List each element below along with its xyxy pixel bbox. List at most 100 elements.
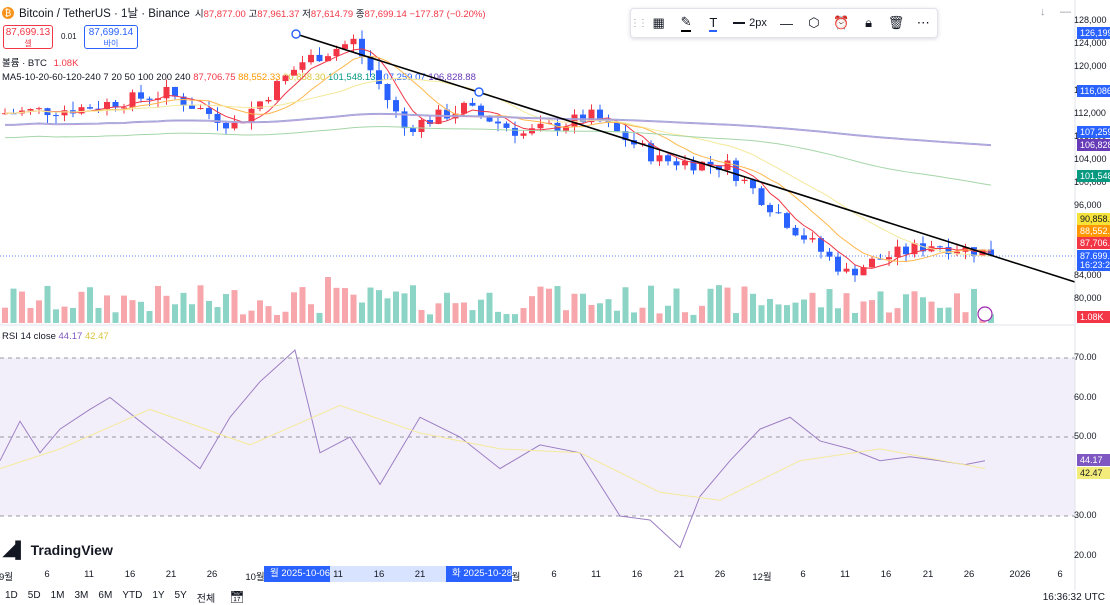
candle-body [61,110,68,116]
timeframe-button[interactable]: 1D [5,589,18,601]
timeframe-button[interactable]: 6M [98,589,113,601]
ma-value-2: 88,552.33 [238,72,281,83]
candle-body [291,69,297,76]
ma-value-5: 107,259.07 [378,72,426,83]
volume-bar [809,292,816,323]
volume-bar [291,292,297,323]
volume-bar [189,304,195,323]
price-tick: 84,000 [1074,269,1102,280]
candle-body [682,160,688,166]
collapse-icon[interactable]: ↓ [1040,6,1046,18]
time-tick: 16 [880,569,892,580]
time-tick: 6 [800,569,806,580]
rsi-tick: 70.00 [1074,352,1097,362]
volume-bar [435,303,442,323]
volume-bar [520,308,527,323]
sell-button[interactable]: 87,699.13 셀 [3,25,53,49]
candle-body [367,56,374,71]
timeframe-button[interactable]: 1Y [152,589,165,601]
price-tick: 128,000 [1074,15,1107,25]
volume-bar [614,310,620,323]
candle-body [206,108,212,114]
price-tick: 112,000 [1074,107,1106,118]
candle-body [180,96,187,106]
candle-body [87,107,93,109]
settings-icon[interactable]: ⬡ [808,15,820,30]
ma-label: MA5-10-20-60-120-240 [2,72,101,83]
volume-bar [61,306,68,323]
volume-bar [155,285,161,323]
candle-body [495,121,501,124]
candle-body [767,204,773,213]
time-tick: 11 [84,569,94,580]
alert-icon[interactable]: ⏰ [833,15,850,30]
time-tick: 21 [165,569,177,580]
volume-bar [376,290,382,323]
time-tick: 21 [922,569,934,580]
timeframe-button[interactable]: YTD [122,589,143,601]
symbol-title[interactable]: Bitcoin / TetherUS · 1날 · Binance [19,8,190,20]
volume-bar [716,285,722,323]
volume-bar [665,305,671,323]
volume-bar [656,313,663,323]
trash-icon[interactable]: 🗑︎ [887,15,905,30]
candle-body [308,54,314,63]
candle-body [486,115,493,122]
date-range-icon[interactable]: 📅︎ [229,590,245,604]
clock[interactable]: 16:36:32 UTC [1042,591,1105,603]
volume-bar [384,298,391,323]
volume-bar [197,285,204,323]
volume-bar [639,307,646,323]
low-value: 87,614.79 [310,9,354,20]
time-tick: 21 [414,569,426,580]
candle-body [563,126,569,131]
volume-bar [78,291,85,323]
volume-bar [231,290,238,323]
ohlc-readout: 시87,877.00 고87,961.37 저87,614.79 종87,699… [195,6,486,20]
minimize-icon[interactable]: — [1060,6,1071,18]
time-tick: 16 [373,569,385,580]
price-label: 16:23:27 [1077,259,1110,271]
volume-bar [444,292,450,323]
volume-bar [367,287,374,323]
line-color-icon[interactable]: ✎ [672,10,699,36]
sell-price: 87,699.13 [5,27,51,38]
text-color-icon[interactable]: T [709,14,718,32]
timeframe-button[interactable]: 3M [74,589,89,601]
candle-body [988,249,994,257]
candle-body [937,246,943,248]
timeframe-button[interactable]: 전체 [196,593,216,605]
rsi-tick: 60.00 [1074,391,1097,402]
rsi-ma-label: 42.47 [1077,467,1110,479]
candle-body [333,48,340,57]
buy-button[interactable]: 87,699.14 바이 [84,25,138,49]
time-tick: 26 [714,569,726,580]
ma-value-1: 87,706.75 [193,72,236,83]
tradingview-logo[interactable]: ◢▌ TradingView [3,540,113,560]
trendline [295,33,1076,283]
drag-handle-icon[interactable]: ⋮⋮ [630,17,648,29]
price-tick: 100,000 [1074,177,1107,188]
more-icon[interactable]: ⋯ [916,15,930,30]
volume-bar [869,300,875,323]
high-value: 87,961.37 [257,9,300,20]
timeframe-button[interactable]: 1M [50,589,65,601]
volume-bar [962,312,969,323]
line-style-icon[interactable]: — [780,15,793,31]
template-icon[interactable]: ▦ [652,15,665,30]
candle-body [852,268,858,276]
line-width-button[interactable]: 2px [727,10,773,36]
timeframe-button[interactable]: 5D [27,589,41,601]
lock-icon[interactable]: 🔒︎ [865,15,873,30]
candle-body [869,258,875,268]
volume-bar [308,304,314,323]
bottom-toolbar: 1D 5D 1M 3M 6M YTD 1Y 5Y 전체 📅︎ 16:36:32 UTC [0,589,1110,605]
candle-body [401,111,408,129]
time-tick: 26 [206,569,218,580]
candle-body [809,238,816,240]
drawing-toolbar: ⋮⋮ ▦ ✎ T 2px — ⬡ ⏰ 🔒︎ 🗑︎ ⋯ [630,8,938,38]
timeframe-button[interactable]: 5Y [174,589,187,601]
volume-bar [274,314,280,323]
volume-bar [44,285,51,323]
